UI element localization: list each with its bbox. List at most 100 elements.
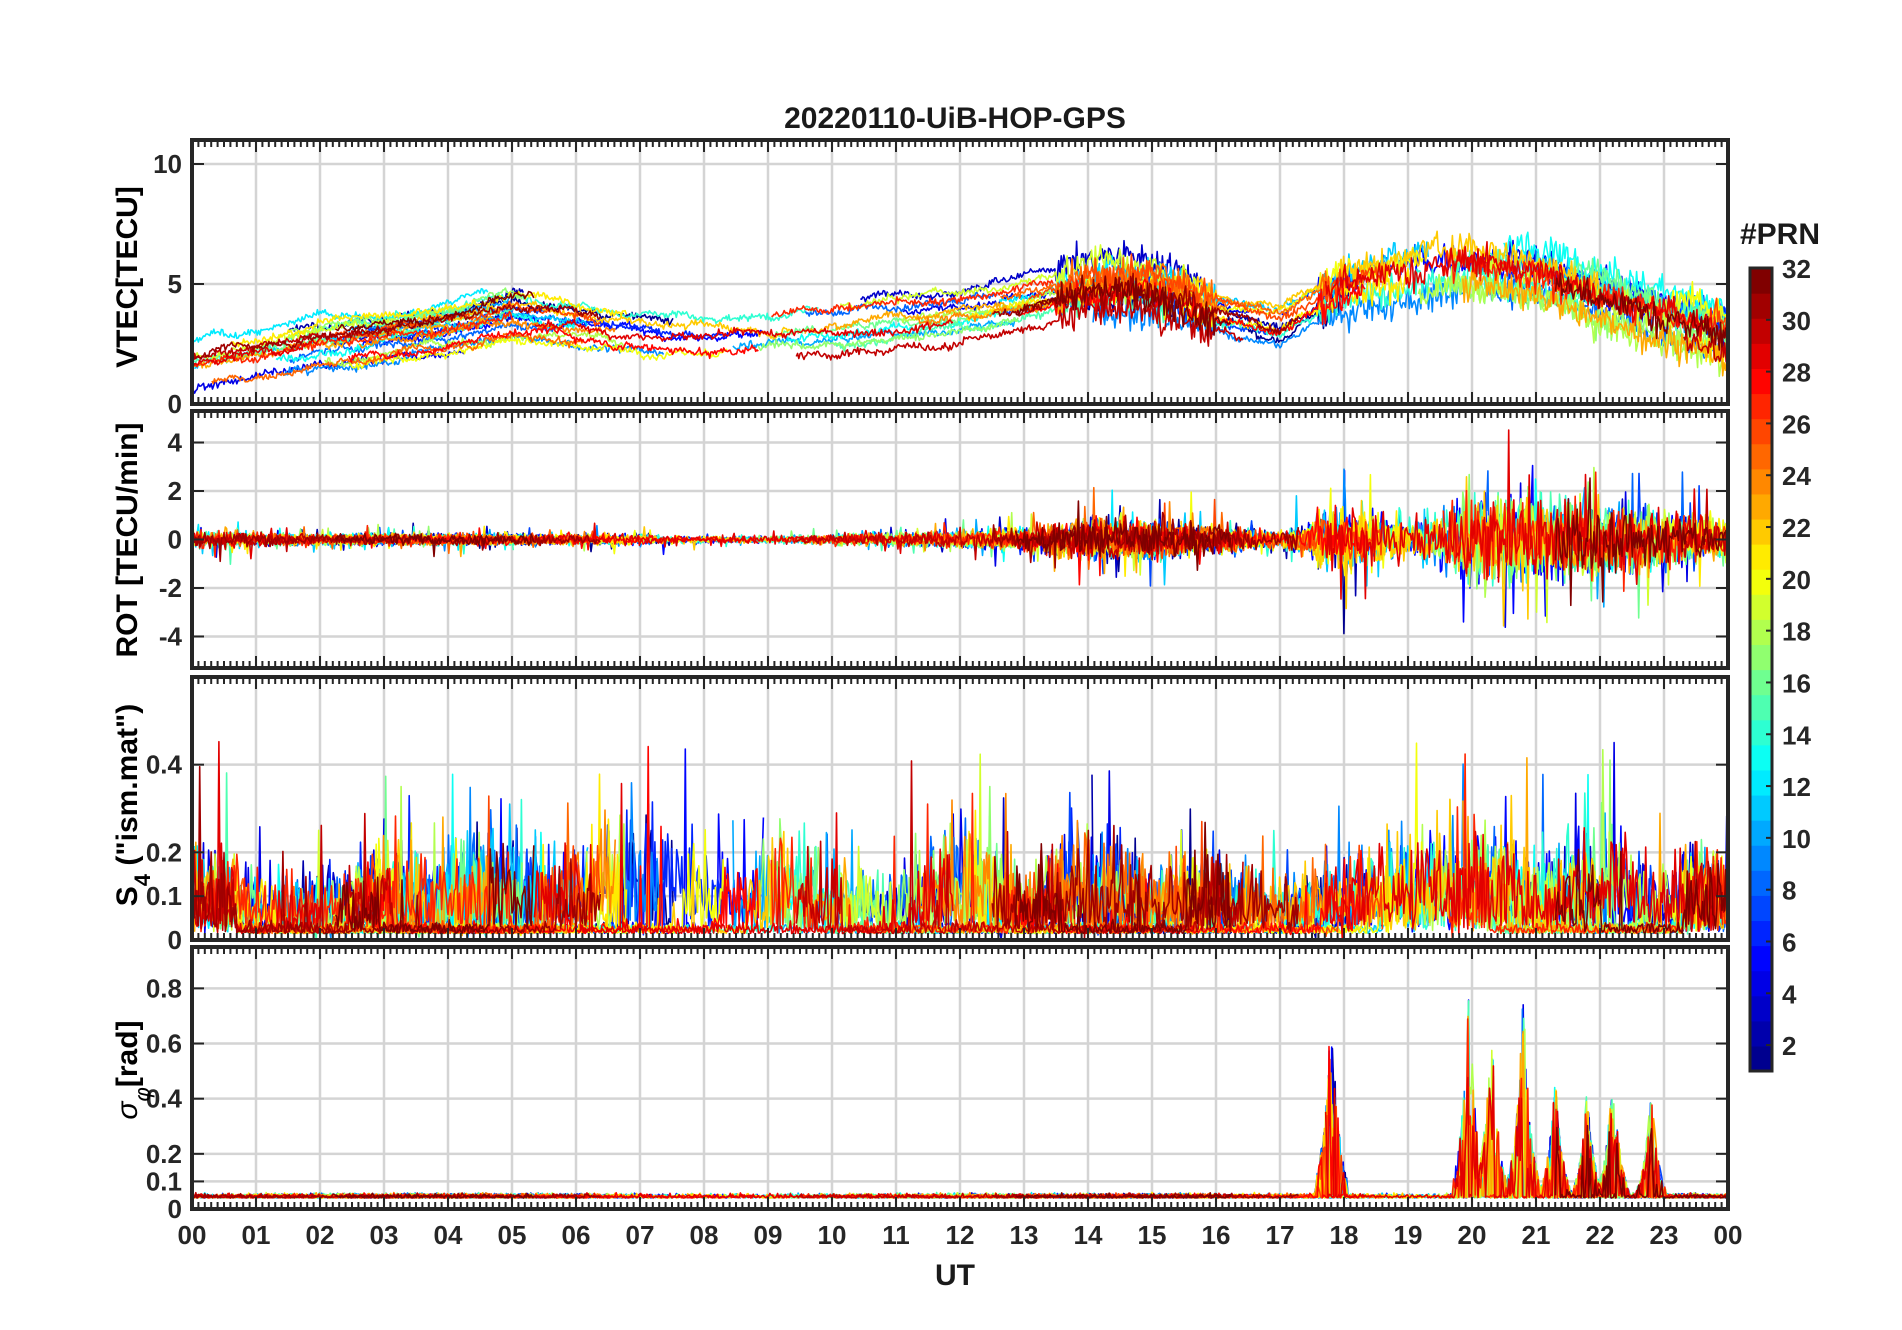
prn-trace <box>1683 329 1728 363</box>
y-tick-label: 2 <box>168 476 182 506</box>
prn-trace <box>1015 1192 1232 1199</box>
colorbar-tick-label: 8 <box>1782 876 1796 906</box>
prn-trace <box>860 239 1202 303</box>
data-traces <box>192 429 1728 635</box>
prn-trace <box>347 326 759 364</box>
x-tick-label: 06 <box>562 1220 591 1250</box>
x-tick-label: 22 <box>1586 1220 1615 1250</box>
colorbar-segment <box>1750 945 1772 972</box>
colorbar-segment <box>1750 794 1772 821</box>
prn-trace <box>999 1115 1328 1199</box>
prn-trace <box>283 332 665 377</box>
prn-trace <box>1554 272 1728 351</box>
colorbar-tick-label: 28 <box>1782 358 1811 388</box>
prn-trace <box>334 290 535 332</box>
colorbar-label: #PRN <box>1740 218 1820 251</box>
colorbar-segment <box>1750 845 1772 871</box>
prn-trace <box>1173 1066 1424 1199</box>
prn-trace <box>795 293 1244 361</box>
y-tick-label: 0.1 <box>146 881 182 911</box>
colorbar-segment <box>1750 594 1772 620</box>
y-tick-label: 0 <box>168 925 182 955</box>
x-tick-label: 12 <box>946 1220 975 1250</box>
x-tick-label: 14 <box>1074 1220 1103 1250</box>
y-tick-label: 0.4 <box>146 1084 183 1114</box>
colorbar-segment <box>1750 544 1772 570</box>
prn-trace <box>771 279 1054 318</box>
colorbar-segment <box>1750 293 1772 319</box>
prn-trace <box>533 1192 954 1199</box>
colorbar-tick-label: 2 <box>1782 1031 1796 1061</box>
colorbar-tick-label: 20 <box>1782 565 1811 595</box>
colorbar-tick-label: 22 <box>1782 513 1811 543</box>
prn-trace <box>804 291 998 317</box>
x-tick-label: 21 <box>1522 1220 1551 1250</box>
data-traces <box>192 740 1728 940</box>
colorbar-segment <box>1750 619 1772 646</box>
colorbar-segment <box>1750 870 1772 896</box>
x-tick-label: 03 <box>370 1220 399 1250</box>
rot-y-axis-label: ROT [TECU/min] <box>111 423 144 658</box>
prn-trace <box>534 318 954 342</box>
prn-trace <box>230 290 628 348</box>
colorbar-segment <box>1750 368 1772 395</box>
prn-trace <box>334 842 535 935</box>
prn-trace <box>1324 827 1716 940</box>
colorbar-segment <box>1750 719 1772 746</box>
x-tick-label: 01 <box>242 1220 271 1250</box>
prn-trace <box>1014 500 1232 571</box>
x-tick-label: 00 <box>1714 1220 1743 1250</box>
x-tick-label: 08 <box>690 1220 719 1250</box>
prn-trace <box>1015 274 1232 338</box>
colorbar-segment <box>1750 694 1772 721</box>
prn-trace <box>348 336 728 371</box>
prn-trace <box>1014 821 1232 935</box>
vtec-y-axis-label: VTEC[TECU] <box>111 186 144 368</box>
sigma-phi-panel: 00.10.2 0.4 0.6 0.8 <box>146 945 1730 1224</box>
colorbar-tick-label: 6 <box>1782 927 1796 957</box>
y-tick-label: 0 <box>168 1194 182 1224</box>
colorbar-segment <box>1750 318 1772 344</box>
prn-trace <box>1554 848 1728 934</box>
x-tick-label: 11 <box>882 1220 910 1250</box>
x-axis-label: UT <box>935 1259 975 1292</box>
data-traces <box>192 999 1728 1199</box>
colorbar-tick-label: 30 <box>1782 306 1811 336</box>
colorbar-segment <box>1750 744 1772 771</box>
colorbar-tick-label: 10 <box>1782 824 1811 854</box>
y-tick-label: 0.4 <box>146 750 183 780</box>
prn-trace <box>757 316 1019 352</box>
prn-trace <box>334 532 535 558</box>
colorbar-tick-label: 18 <box>1782 617 1811 647</box>
colorbar-tick-label: 4 <box>1782 979 1797 1009</box>
data-traces <box>192 230 1728 394</box>
prn-trace <box>1671 280 1728 327</box>
prn-trace <box>1683 840 1728 932</box>
prn-trace <box>1324 241 1716 348</box>
prn-trace <box>1180 230 1602 311</box>
y-tick-label: -4 <box>159 621 183 651</box>
y-tick-label: 10 <box>153 149 182 179</box>
prn-trace <box>1417 266 1726 378</box>
y-tick-label: 4 <box>168 428 183 458</box>
y-tick-label: -2 <box>159 573 182 603</box>
x-tick-label: 04 <box>434 1220 463 1250</box>
colorbar-tick-label: 26 <box>1782 409 1811 439</box>
prn-trace <box>999 256 1328 315</box>
x-tick-label: 02 <box>306 1220 335 1250</box>
x-tick-label: 13 <box>1010 1220 1039 1250</box>
colorbar-segment <box>1750 769 1772 796</box>
x-tick-label: 05 <box>498 1220 527 1250</box>
x-tick-label: 16 <box>1202 1220 1231 1250</box>
colorbar-segment <box>1750 669 1772 696</box>
prn-trace <box>192 327 394 360</box>
colorbar-segment <box>1750 970 1772 997</box>
colorbar-tick-label: 32 <box>1782 254 1811 284</box>
x-tick-label: 23 <box>1650 1220 1679 1250</box>
prn-trace <box>770 792 1054 935</box>
x-tick-label: 15 <box>1138 1220 1167 1250</box>
colorbar-segment <box>1750 393 1772 420</box>
prn-trace <box>192 310 513 369</box>
colorbar-tick-label: 12 <box>1782 772 1811 802</box>
colorbar-segment <box>1750 443 1772 470</box>
